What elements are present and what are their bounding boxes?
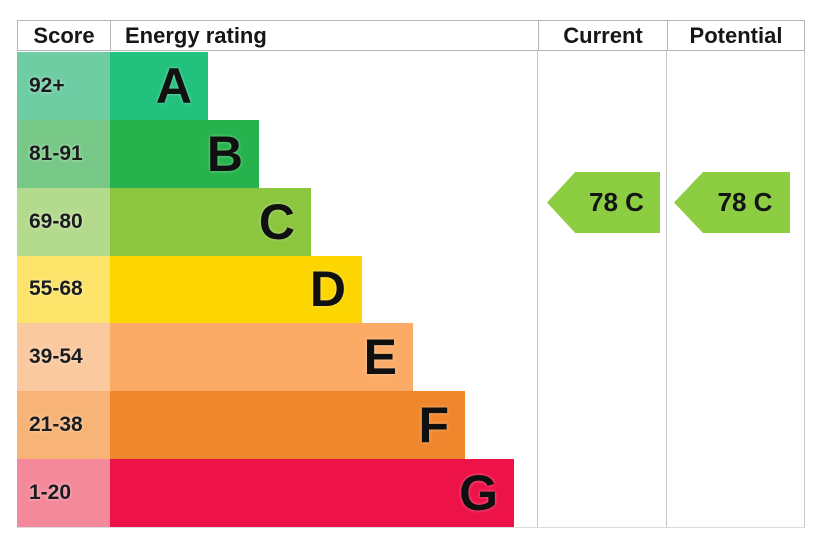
- score-range-F: 21-38: [17, 391, 110, 460]
- rating-letter-A: A: [155, 57, 192, 114]
- potential-column-header: Potential: [667, 21, 805, 50]
- rating-letter-C: C: [258, 193, 295, 250]
- score-range-C: 69-80: [17, 187, 110, 256]
- rating-letter-G: G: [459, 465, 498, 522]
- current-column-divider: [537, 51, 538, 528]
- rating-bar-C: C: [110, 187, 311, 256]
- current-rating-label: 78 C: [589, 187, 644, 217]
- band-row-E: 39-54 E: [17, 323, 805, 392]
- band-row-D: 55-68 D: [17, 255, 805, 324]
- score-range-E: 39-54: [17, 323, 110, 392]
- rating-letter-B: B: [206, 125, 243, 182]
- band-row-F: 21-38 F: [17, 391, 805, 460]
- rating-letter-E: E: [363, 329, 397, 386]
- rating-letter-F: F: [418, 397, 449, 454]
- chart-area: Score Energy rating Current Potential 92…: [17, 20, 805, 528]
- score-range-G: 1-20: [17, 459, 110, 527]
- energy-rating-column-header: Energy rating: [110, 21, 538, 50]
- band-rows: 92+ A 81-91 B 69-80 C 55-68 D 39-54 E 21-38 F 1-20 G: [17, 52, 805, 527]
- rating-bar-B: B: [110, 119, 259, 188]
- band-row-A: 92+ A: [17, 52, 805, 120]
- score-range-A: 92+: [17, 52, 110, 120]
- band-row-C: 69-80 C: [17, 187, 805, 256]
- band-row-B: 81-91 B: [17, 119, 805, 188]
- rating-bar-F: F: [110, 391, 465, 460]
- rating-bar-E: E: [110, 323, 413, 392]
- score-range-D: 55-68: [17, 255, 110, 324]
- right-edge-divider: [804, 51, 805, 528]
- potential-rating-label: 78 C: [717, 187, 773, 217]
- current-rating-arrow: 78 C: [547, 172, 660, 233]
- rating-bar-D: D: [110, 255, 362, 324]
- chart-bottom-border: [17, 527, 805, 528]
- chart-header: Score Energy rating Current Potential: [17, 20, 805, 51]
- score-range-B: 81-91: [17, 119, 110, 188]
- current-column-header: Current: [538, 21, 667, 50]
- band-row-G: 1-20 G: [17, 459, 805, 527]
- rating-letter-D: D: [309, 261, 346, 318]
- rating-bar-G: G: [110, 459, 514, 527]
- score-column-header: Score: [17, 21, 110, 50]
- rating-bar-A: A: [110, 52, 208, 120]
- potential-column-divider: [666, 51, 667, 528]
